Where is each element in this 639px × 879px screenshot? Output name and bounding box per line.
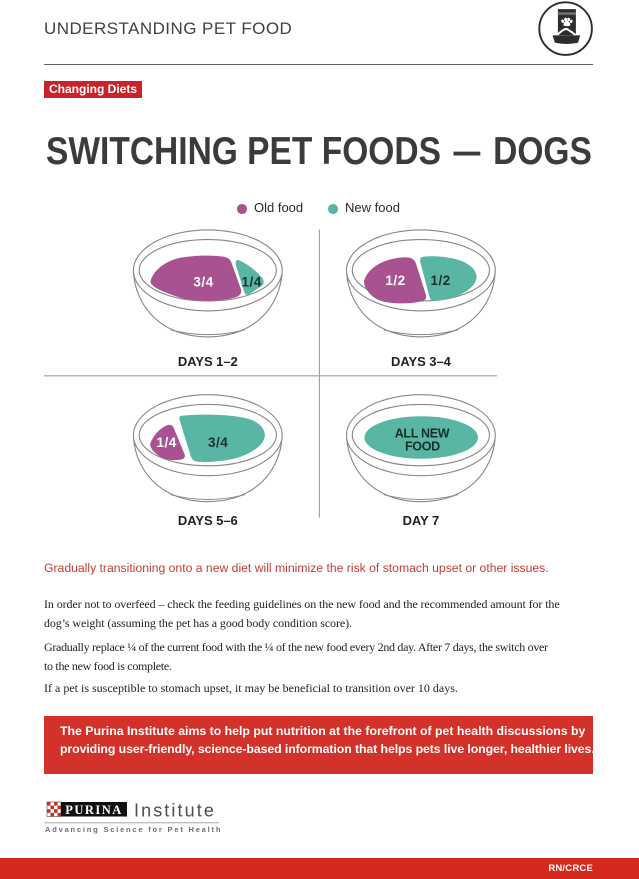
svg-text:1/2: 1/2: [431, 273, 451, 288]
svg-text:Advancing Science for Pet Heal: Advancing Science for Pet Health: [45, 825, 222, 834]
svg-text:1/4: 1/4: [156, 435, 176, 450]
svg-text:1/4: 1/4: [242, 274, 262, 289]
svg-text:PURINA: PURINA: [65, 803, 123, 817]
svg-text:3/4: 3/4: [193, 274, 213, 289]
svg-text:DAYS 3–4: DAYS 3–4: [391, 354, 452, 369]
svg-text:DAYS 1–2: DAYS 1–2: [178, 354, 238, 369]
svg-text:1/2: 1/2: [385, 273, 405, 288]
svg-text:FOOD: FOOD: [405, 439, 440, 453]
svg-text:DAY 7: DAY 7: [403, 513, 440, 528]
svg-text:DAYS 5–6: DAYS 5–6: [178, 513, 238, 528]
svg-text:Institute: Institute: [134, 801, 216, 821]
svg-text:3/4: 3/4: [208, 435, 228, 450]
svg-text:ALL NEW: ALL NEW: [395, 426, 450, 440]
